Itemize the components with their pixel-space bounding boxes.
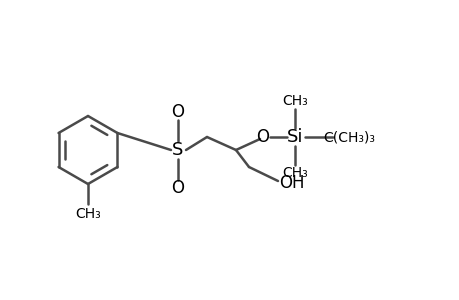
- Text: C(CH₃)₃: C(CH₃)₃: [322, 130, 374, 144]
- Text: Si: Si: [286, 128, 302, 146]
- Text: O: O: [256, 128, 269, 146]
- Text: CH₃: CH₃: [75, 207, 101, 221]
- Text: CH₃: CH₃: [281, 94, 307, 108]
- Text: O: O: [171, 179, 184, 197]
- Text: OH: OH: [279, 174, 304, 192]
- Text: S: S: [172, 141, 183, 159]
- Text: O: O: [171, 103, 184, 121]
- Text: CH₃: CH₃: [281, 166, 307, 180]
